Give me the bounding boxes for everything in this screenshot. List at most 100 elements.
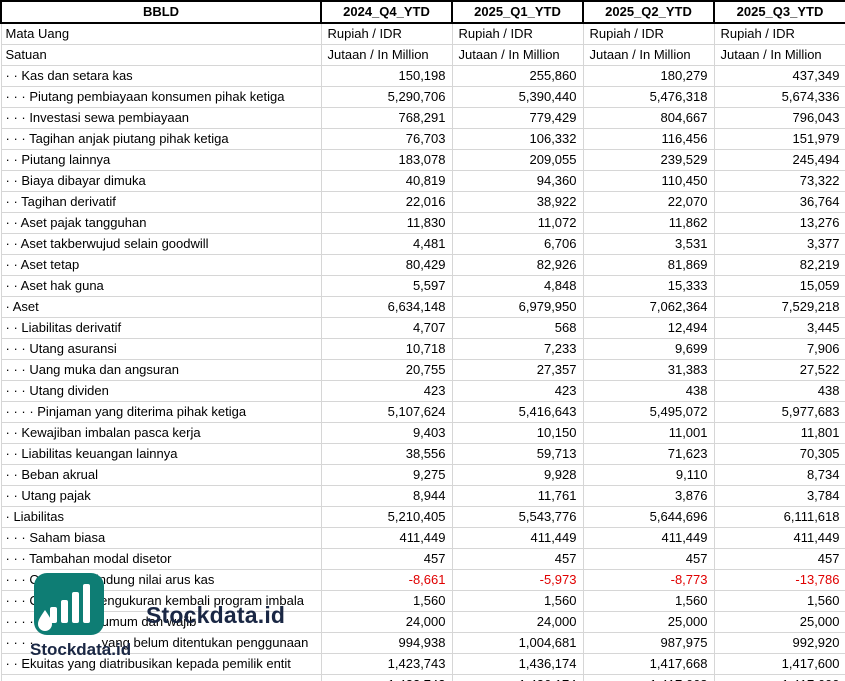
row-label[interactable]: · · Kewajiban imbalan pasca kerja [0,422,322,444]
value-cell[interactable]: 5,644,696 [582,506,715,528]
value-cell[interactable]: 411,449 [451,527,584,549]
value-cell[interactable]: 239,529 [582,149,715,171]
value-cell[interactable]: 38,556 [320,443,453,465]
row-label[interactable]: · · Biaya dibayar dimuka [0,170,322,192]
value-cell[interactable]: 423 [320,380,453,402]
row-label[interactable]: · Liabilitas [0,506,322,528]
value-cell[interactable]: 768,291 [320,107,453,129]
value-cell[interactable]: -8,661 [320,569,453,591]
row-label[interactable]: · · · · umum dan wajib [0,611,322,633]
value-cell[interactable]: 8,734 [713,464,845,486]
value-cell[interactable]: 568 [451,317,584,339]
value-cell[interactable]: 779,429 [451,107,584,129]
column-header[interactable]: 2025_Q1_YTD [451,0,584,24]
row-label[interactable] [0,674,322,681]
value-cell[interactable]: 6,111,618 [713,506,845,528]
value-cell[interactable]: 438 [713,380,845,402]
value-cell[interactable]: 11,072 [451,212,584,234]
value-cell[interactable]: 6,634,148 [320,296,453,318]
value-cell[interactable]: 6,979,950 [451,296,584,318]
row-label[interactable]: · · Liabilitas keuangan lainnya [0,443,322,465]
column-header[interactable]: 2025_Q2_YTD [582,0,715,24]
value-cell[interactable]: 36,764 [713,191,845,213]
row-label[interactable]: · · Piutang lainnya [0,149,322,171]
row-label[interactable]: · · · Cadangan lindung nilai arus kas [0,569,322,591]
value-cell[interactable]: 81,869 [582,254,715,276]
value-cell[interactable]: 25,000 [582,611,715,633]
value-cell[interactable]: 27,357 [451,359,584,381]
column-header[interactable]: 2024_Q4_YTD [320,0,453,24]
row-label[interactable]: · · · · Pinjaman yang diterima pihak ket… [0,401,322,423]
value-cell[interactable]: 5,674,336 [713,86,845,108]
value-cell[interactable]: 180,279 [582,65,715,87]
value-cell[interactable]: 7,233 [451,338,584,360]
value-cell[interactable]: 1,560 [320,590,453,612]
value-cell[interactable]: 11,830 [320,212,453,234]
value-cell[interactable]: 22,070 [582,191,715,213]
value-cell[interactable]: 5,597 [320,275,453,297]
row-label[interactable]: · Aset [0,296,322,318]
value-cell[interactable]: 437,349 [713,65,845,87]
value-cell[interactable]: 1,423,743 [320,674,453,681]
value-cell[interactable]: 7,062,364 [582,296,715,318]
info-cell[interactable]: Rupiah / IDR [582,22,715,45]
info-cell[interactable]: Rupiah / IDR [713,22,845,45]
value-cell[interactable]: 80,429 [320,254,453,276]
value-cell[interactable]: 10,718 [320,338,453,360]
value-cell[interactable]: 73,322 [713,170,845,192]
info-cell[interactable]: Rupiah / IDR [320,22,453,45]
value-cell[interactable]: 11,761 [451,485,584,507]
value-cell[interactable]: 151,979 [713,128,845,150]
value-cell[interactable]: 457 [582,548,715,570]
value-cell[interactable]: 7,529,218 [713,296,845,318]
row-label[interactable]: · · · Piutang pembiayaan konsumen pihak … [0,86,322,108]
value-cell[interactable]: 116,456 [582,128,715,150]
value-cell[interactable]: 110,450 [582,170,715,192]
value-cell[interactable]: 3,445 [713,317,845,339]
row-label[interactable]: · · Aset pajak tangguhan [0,212,322,234]
row-label[interactable]: Mata Uang [0,22,322,45]
info-cell[interactable]: Jutaan / In Million [713,44,845,66]
value-cell[interactable]: 1,004,681 [451,632,584,654]
info-cell[interactable]: Jutaan / In Million [582,44,715,66]
value-cell[interactable]: 5,495,072 [582,401,715,423]
value-cell[interactable]: 9,403 [320,422,453,444]
value-cell[interactable]: 15,059 [713,275,845,297]
value-cell[interactable]: 40,819 [320,170,453,192]
value-cell[interactable]: 82,926 [451,254,584,276]
value-cell[interactable]: 3,377 [713,233,845,255]
info-cell[interactable]: Jutaan / In Million [320,44,453,66]
row-label[interactable]: · · Tagihan derivatif [0,191,322,213]
value-cell[interactable]: 992,920 [713,632,845,654]
value-cell[interactable]: 1,417,600 [713,653,845,675]
value-cell[interactable]: 4,481 [320,233,453,255]
value-cell[interactable]: 457 [320,548,453,570]
value-cell[interactable]: 438 [582,380,715,402]
value-cell[interactable]: 5,416,643 [451,401,584,423]
value-cell[interactable]: 12,494 [582,317,715,339]
info-cell[interactable]: Rupiah / IDR [451,22,584,45]
value-cell[interactable]: 5,290,706 [320,86,453,108]
value-cell[interactable]: 1,417,668 [582,674,715,681]
value-cell[interactable]: 5,543,776 [451,506,584,528]
value-cell[interactable]: 987,975 [582,632,715,654]
value-cell[interactable]: 255,860 [451,65,584,87]
value-cell[interactable]: 5,977,683 [713,401,845,423]
value-cell[interactable]: 5,210,405 [320,506,453,528]
row-label[interactable]: · · · · yang belum ditentukan penggunaan [0,632,322,654]
row-label[interactable]: · · Aset hak guna [0,275,322,297]
row-label[interactable]: · · Aset takberwujud selain goodwill [0,233,322,255]
value-cell[interactable]: 8,944 [320,485,453,507]
value-cell[interactable]: 9,699 [582,338,715,360]
value-cell[interactable]: 9,110 [582,464,715,486]
value-cell[interactable]: 106,332 [451,128,584,150]
value-cell[interactable]: 6,706 [451,233,584,255]
value-cell[interactable]: 5,476,318 [582,86,715,108]
value-cell[interactable]: 1,560 [582,590,715,612]
value-cell[interactable]: 804,667 [582,107,715,129]
row-label[interactable]: · · · Utang dividen [0,380,322,402]
value-cell[interactable]: 411,449 [582,527,715,549]
value-cell[interactable]: 209,055 [451,149,584,171]
value-cell[interactable]: 3,876 [582,485,715,507]
value-cell[interactable]: 11,001 [582,422,715,444]
